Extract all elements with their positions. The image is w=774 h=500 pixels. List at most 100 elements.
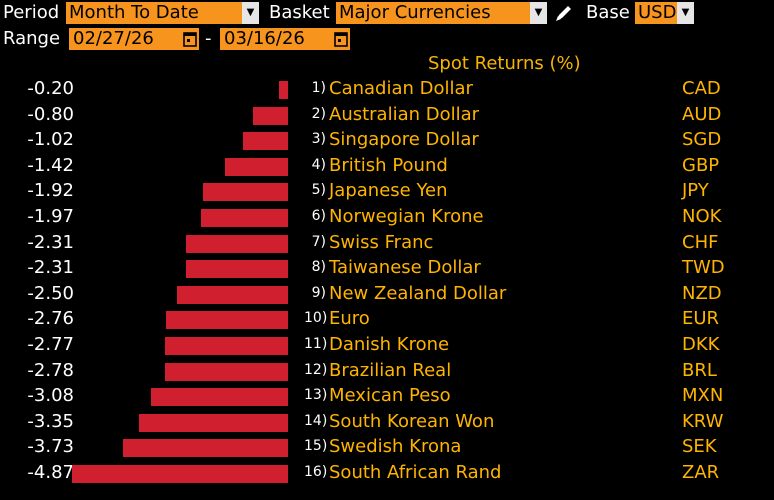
currency-code: ZAR bbox=[682, 462, 720, 483]
return-value: -3.35 bbox=[27, 411, 74, 432]
currency-code: MXN bbox=[682, 385, 724, 406]
period-label-text: Period bbox=[3, 2, 60, 23]
base-select[interactable]: USD bbox=[635, 2, 677, 24]
return-bar bbox=[225, 158, 288, 176]
table-row[interactable]: -2.78 12) Brazilian Real BRL bbox=[0, 360, 774, 385]
return-value: -1.02 bbox=[27, 129, 74, 150]
rank-number: 9) bbox=[311, 285, 326, 301]
return-bar bbox=[139, 414, 288, 432]
currency-code: KRW bbox=[682, 411, 724, 432]
currency-name[interactable]: Euro bbox=[329, 308, 370, 329]
currency-name[interactable]: Singapore Dollar bbox=[329, 129, 479, 150]
rank-number: 1) bbox=[311, 80, 326, 96]
rank-number: 5) bbox=[311, 182, 326, 198]
return-value: -3.08 bbox=[27, 385, 74, 406]
currency-name[interactable]: New Zealand Dollar bbox=[329, 283, 507, 304]
table-row[interactable]: -0.80 2) Australian Dollar AUD bbox=[0, 104, 774, 129]
return-bar bbox=[165, 337, 288, 355]
rank-number: 11) bbox=[304, 336, 328, 352]
currency-name[interactable]: Danish Krone bbox=[329, 334, 450, 355]
currency-name[interactable]: Canadian Dollar bbox=[329, 78, 473, 99]
return-value: -2.77 bbox=[27, 334, 74, 355]
table-row[interactable]: -2.31 7) Swiss Franc CHF bbox=[0, 232, 774, 257]
table-row[interactable]: -1.02 3) Singapore Dollar SGD bbox=[0, 129, 774, 154]
currency-code: DKK bbox=[682, 334, 720, 355]
currency-name[interactable]: Norwegian Krone bbox=[329, 206, 484, 227]
return-bar bbox=[72, 465, 288, 483]
return-bar bbox=[151, 388, 288, 406]
table-row[interactable]: -3.73 15) Swedish Krona SEK bbox=[0, 436, 774, 461]
table-row[interactable]: -2.77 11) Danish Krone DKK bbox=[0, 334, 774, 359]
base-label: Base bbox=[586, 2, 630, 23]
currency-code: NZD bbox=[682, 283, 722, 304]
basket-label: Basket bbox=[269, 2, 330, 23]
range-label: Range bbox=[3, 28, 61, 49]
range-end-input[interactable]: 03/16/26 bbox=[220, 28, 350, 50]
range-start-value: 02/27/26 bbox=[73, 28, 154, 49]
return-bar bbox=[202, 183, 288, 201]
currency-name[interactable]: Swiss Franc bbox=[329, 232, 434, 253]
table-row[interactable]: -1.42 4) British Pound GBP bbox=[0, 155, 774, 180]
return-bar bbox=[122, 439, 288, 457]
return-value: -1.97 bbox=[27, 206, 74, 227]
basket-dropdown-button[interactable]: ▼ bbox=[530, 2, 547, 24]
chart-title: Spot Returns (%) bbox=[428, 53, 581, 74]
rank-number: 6) bbox=[311, 208, 326, 224]
return-value: -0.80 bbox=[27, 104, 74, 125]
return-bar bbox=[252, 107, 288, 125]
table-row[interactable]: -1.92 5) Japanese Yen JPY bbox=[0, 180, 774, 205]
return-value: -3.73 bbox=[27, 436, 74, 457]
range-start-input[interactable]: 02/27/26 bbox=[69, 28, 199, 50]
currency-code: CAD bbox=[682, 78, 721, 99]
rank-number: 3) bbox=[311, 131, 326, 147]
rank-number: 2) bbox=[311, 106, 326, 122]
rank-number: 12) bbox=[304, 362, 328, 378]
return-bar bbox=[177, 286, 288, 304]
currency-code: EUR bbox=[682, 308, 720, 329]
return-value: -2.31 bbox=[27, 232, 74, 253]
return-value: -4.87 bbox=[27, 462, 74, 483]
table-row[interactable]: -4.87 16) South African Rand ZAR bbox=[0, 462, 774, 487]
return-bar bbox=[165, 311, 288, 329]
table-row[interactable]: -3.08 13) Mexican Peso MXN bbox=[0, 385, 774, 410]
currency-name[interactable]: South Korean Won bbox=[329, 411, 495, 432]
currency-code: SEK bbox=[682, 436, 717, 457]
currency-name[interactable]: British Pound bbox=[329, 155, 448, 176]
rank-number: 13) bbox=[304, 387, 328, 403]
period-select[interactable]: Month To Date bbox=[66, 2, 242, 24]
currency-name[interactable]: Japanese Yen bbox=[329, 180, 448, 201]
table-row[interactable]: -2.31 8) Taiwanese Dollar TWD bbox=[0, 257, 774, 282]
rank-number: 15) bbox=[304, 438, 328, 454]
currency-name[interactable]: South African Rand bbox=[329, 462, 502, 483]
currency-code: CHF bbox=[682, 232, 719, 253]
currency-code: SGD bbox=[682, 129, 722, 150]
currency-code: JPY bbox=[682, 180, 709, 201]
currency-code: GBP bbox=[682, 155, 720, 176]
return-bar bbox=[185, 235, 288, 253]
base-dropdown-button[interactable]: ▼ bbox=[677, 2, 694, 24]
currency-name[interactable]: Swedish Krona bbox=[329, 436, 462, 457]
basket-select[interactable]: Major Currencies bbox=[336, 2, 530, 24]
table-row[interactable]: -1.97 6) Norwegian Krone NOK bbox=[0, 206, 774, 231]
currency-name[interactable]: Brazilian Real bbox=[329, 360, 452, 381]
rank-number: 10) bbox=[304, 310, 328, 326]
range-end-value: 03/16/26 bbox=[224, 28, 305, 49]
currency-code: AUD bbox=[682, 104, 722, 125]
calendar-icon[interactable] bbox=[182, 29, 198, 49]
table-row[interactable]: -2.76 10) Euro EUR bbox=[0, 308, 774, 333]
edit-pencil-icon[interactable] bbox=[553, 3, 575, 23]
chevron-down-icon: ▼ bbox=[681, 7, 690, 18]
table-row[interactable]: -2.50 9) New Zealand Dollar NZD bbox=[0, 283, 774, 308]
calendar-icon[interactable] bbox=[333, 29, 349, 49]
period-dropdown-button[interactable]: ▼ bbox=[242, 2, 259, 24]
return-value: -1.92 bbox=[27, 180, 74, 201]
currency-name[interactable]: Taiwanese Dollar bbox=[329, 257, 481, 278]
rank-number: 8) bbox=[311, 259, 326, 275]
table-row[interactable]: -0.20 1) Canadian Dollar CAD bbox=[0, 78, 774, 103]
currency-name[interactable]: Australian Dollar bbox=[329, 104, 480, 125]
range-separator: - bbox=[205, 28, 212, 49]
currency-name[interactable]: Mexican Peso bbox=[329, 385, 451, 406]
table-row[interactable]: -3.35 14) South Korean Won KRW bbox=[0, 411, 774, 436]
rank-number: 16) bbox=[304, 464, 328, 480]
chevron-down-icon: ▼ bbox=[534, 7, 543, 18]
